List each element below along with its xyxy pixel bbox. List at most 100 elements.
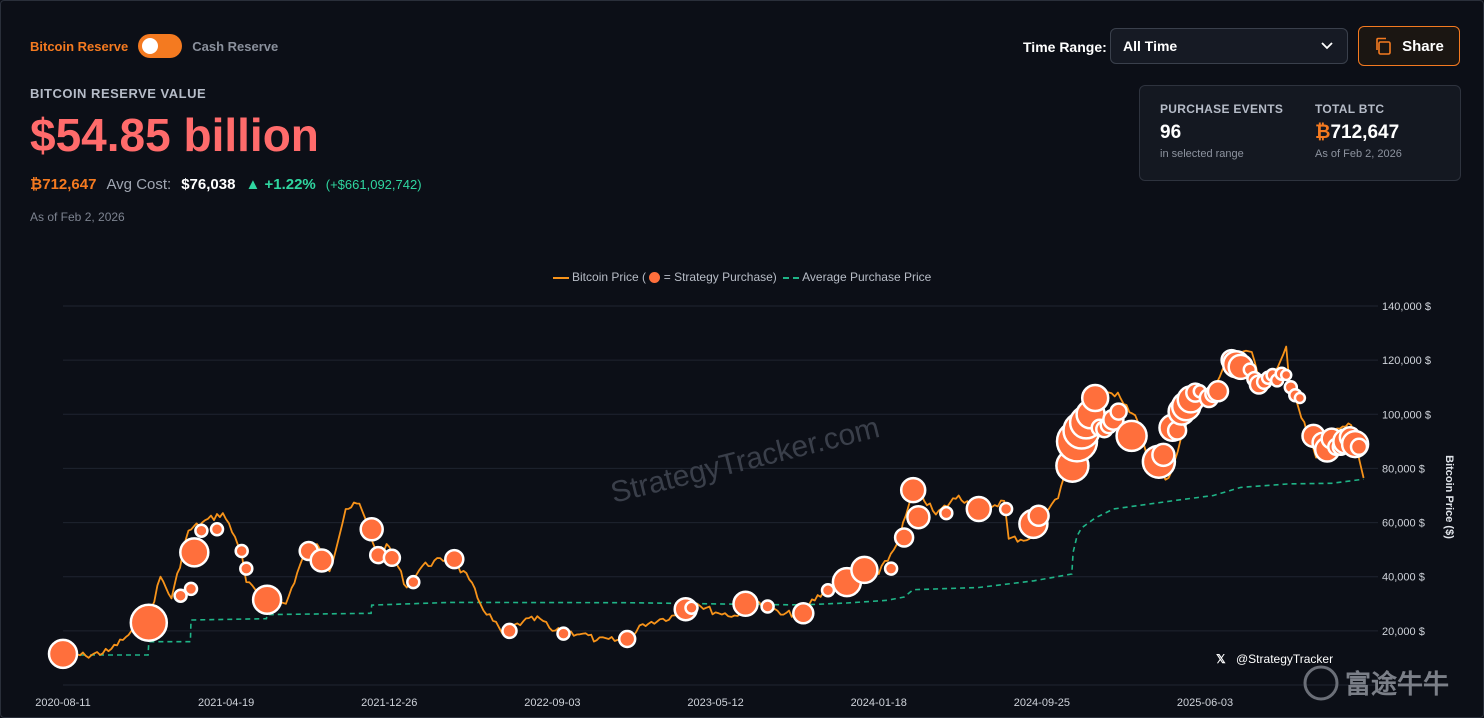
purchase-bubble [1349,437,1369,457]
time-range-select[interactable]: All Time [1110,28,1348,64]
copy-icon [1376,37,1391,55]
change-percent: ▲ +1.22% [245,176,316,193]
purchase-bubble [1151,442,1176,468]
credit-handle: @StrategyTracker [1236,652,1333,666]
y-tick-label: 80,000 $ [1382,463,1425,475]
stats-row: ₿712,647 Avg Cost: $76,038 ▲ +1.22% (+$6… [30,176,422,193]
futu-logo-icon [1303,665,1339,701]
purchase-bubble [684,600,699,616]
purchase-bubble [732,590,759,618]
purchase-bubble [359,517,384,542]
purchase-bubble [1027,504,1050,528]
purchase-bubble [406,574,421,590]
x-tick-label: 2024-01-18 [851,697,907,709]
purchase-bubbles-group [47,348,1370,670]
x-tick-label: 2024-09-25 [1014,697,1070,709]
bitcoin-symbol: ₿ [1315,122,1331,143]
x-tick-label: 2023-05-12 [687,697,743,709]
purchase-bubble [194,523,209,538]
purchase-bubble [1080,383,1110,413]
chart-legend: Bitcoin Price ( = Strategy Purchase) Ave… [0,270,1484,284]
x-tick-label: 2022-09-03 [524,697,580,709]
purchase-bubble [234,543,249,559]
reserve-toggle-row: Bitcoin Reserve Cash Reserve [30,34,278,58]
avg-cost-value: $76,038 [181,176,236,193]
time-range-label: Time Range: [1023,39,1107,55]
corner-logo: 富途牛牛 [1303,665,1449,701]
y-tick-label: 120,000 $ [1382,355,1431,367]
purchase-bubble [1293,391,1307,405]
y-tick-label: 60,000 $ [1382,518,1425,530]
legend-avg-label: Average Purchase Price [802,270,932,284]
chart-watermark: StrategyTracker.com [607,411,882,510]
purchase-bubble [617,629,637,649]
purchase-bubble [820,583,836,598]
reserve-toggle-switch[interactable] [138,34,183,58]
purchase-bubble [183,581,199,597]
purchase-bubble [47,638,79,670]
purchase-bubble [239,561,254,576]
purchase-bubble [792,602,815,625]
purchase-bubble [251,584,283,615]
total-btc-value-row: ₿712,647 [1315,122,1402,144]
legend-price-label: Bitcoin Price ( [572,270,647,284]
share-label: Share [1402,37,1444,55]
y-axis: 20,000 $ 40,000 $ 60,000 $ 80,000 $ 100,000 … [1382,301,1431,638]
purchase-bubble [1115,419,1148,453]
purchase-bubble [1109,402,1128,421]
purchase-bubble [1279,368,1293,382]
y-tick-label: 140,000 $ [1382,301,1431,313]
reserve-value: $54.85 billion [30,109,319,161]
purchase-bubble [173,588,188,603]
purchase-bubble [1206,380,1230,403]
bitcoin-reserve-label[interactable]: Bitcoin Reserve [30,38,129,54]
avg-cost-label: Avg Cost: [106,176,172,193]
change-absolute: (+$661,092,742) [325,177,422,192]
x-tick-label: 2021-04-19 [198,697,254,709]
purchase-bubble [444,548,465,570]
y-axis-title: Bitcoin Price ($) [1443,455,1455,539]
as-of-date: As of Feb 2, 2026 [30,210,125,224]
chart-grid [63,305,1378,686]
purchase-bubble [556,626,571,641]
average-line-group [63,478,1364,656]
y-tick-label: 20,000 $ [1382,626,1425,638]
btc-amount: ₿712,647 [30,176,96,193]
total-btc-sub: As of Feb 2, 2026 [1315,148,1402,160]
total-btc-value: 712,647 [1330,122,1400,143]
purchase-bubble [179,537,210,568]
purchase-events-sub: in selected range [1160,148,1244,160]
purchase-bubble [883,561,899,576]
purchase-bubble [382,548,402,568]
purchase-bubble [129,603,169,642]
cash-reserve-label[interactable]: Cash Reserve [192,38,279,54]
total-btc-label: TOTAL BTC [1315,102,1385,116]
summary-card: PURCHASE EVENTS 96 in selected range TOT… [1139,85,1461,181]
credit-group: 𝕏 @StrategyTracker [1216,652,1333,666]
x-tick-label: 2021-12-26 [361,697,417,709]
legend-bubble-icon [649,272,661,284]
purchase-events-col: PURCHASE EVENTS 96 in selected range [1160,102,1283,160]
average-price-line [63,478,1364,656]
share-button[interactable]: Share [1358,26,1460,66]
legend-avg-line [783,276,800,279]
btc-amount-text: ₿712,647 [30,176,97,193]
reserve-value-title: BITCOIN RESERVE VALUE [30,86,207,101]
chevron-down-icon [1321,42,1333,50]
x-logo-icon: 𝕏 [1216,652,1226,666]
purchase-bubble [906,504,931,530]
x-tick-label: 2020-08-11 [35,697,90,709]
y-tick-label: 100,000 $ [1382,409,1431,421]
purchase-bubble [939,505,954,521]
legend-price-suffix: = Strategy Purchase) [663,270,777,284]
corner-logo-text: 富途牛牛 [1345,669,1449,699]
purchase-bubble [850,555,879,585]
x-axis: 2020-08-11 2021-04-19 2021-12-26 2022-09-03… [35,697,1233,709]
y-tick-label: 40,000 $ [1382,572,1425,584]
legend-price-line [552,276,569,279]
purchase-bubble [309,548,334,573]
toggle-knob [142,38,159,54]
purchase-bubble [965,495,993,523]
x-tick-label: 2025-06-03 [1177,697,1233,709]
